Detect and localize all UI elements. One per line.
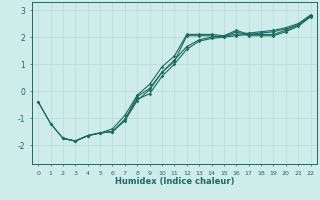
X-axis label: Humidex (Indice chaleur): Humidex (Indice chaleur) (115, 177, 234, 186)
